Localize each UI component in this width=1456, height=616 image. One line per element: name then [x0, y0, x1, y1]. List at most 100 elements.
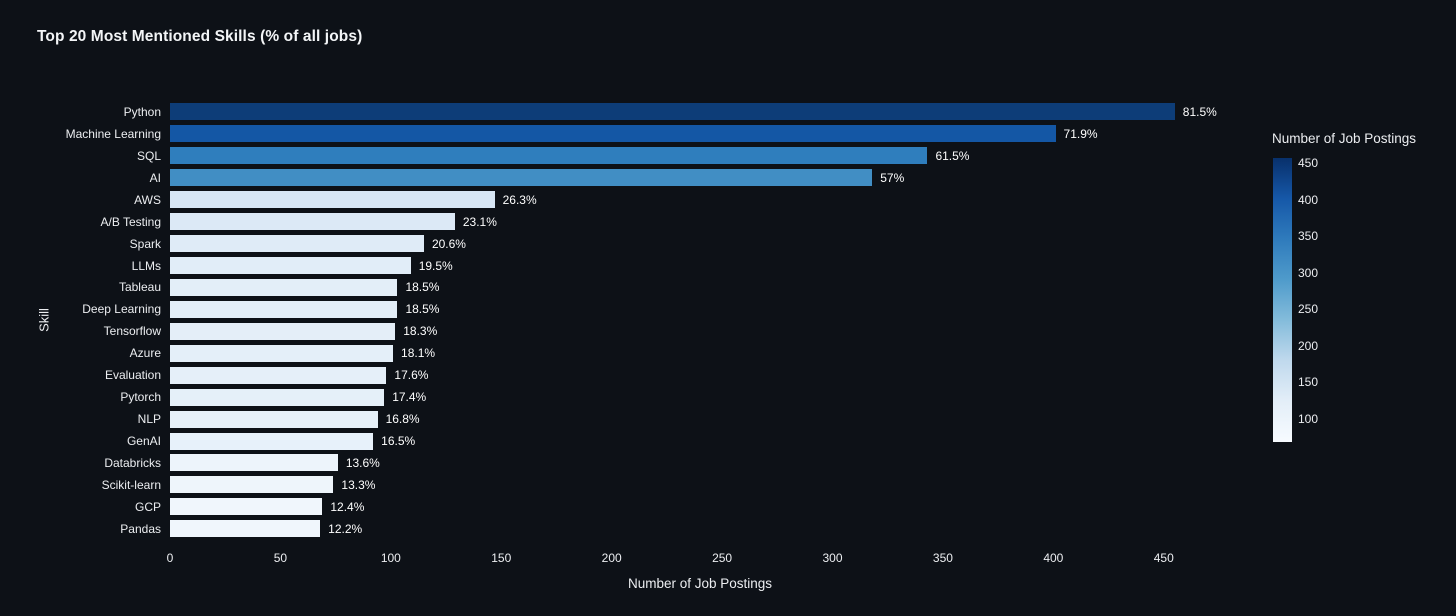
colorbar-title: Number of Job Postings: [1271, 131, 1417, 146]
bar: [170, 410, 378, 428]
value-label: 17.4%: [392, 390, 427, 405]
x-tick-label: 100: [380, 551, 401, 565]
bar-row: NLP 16.8%: [138, 408, 1230, 430]
value-label: 23.1%: [462, 214, 497, 229]
x-tick-label: 150: [491, 551, 512, 565]
category-label: Machine Learning: [65, 126, 161, 141]
bar: [170, 476, 334, 494]
category-label: SQL: [136, 148, 161, 163]
bar: [170, 344, 394, 362]
category-label: Evaluation: [104, 368, 161, 383]
value-label: 16.5%: [381, 434, 416, 449]
x-tick-label: 0: [166, 551, 174, 565]
bar-row: Databricks 13.6%: [104, 452, 1230, 474]
plot-area: Python 81.5% Machine Learning 71.9% SQL …: [66, 101, 1230, 540]
category-label: LLMs: [131, 258, 161, 273]
bar-row: Pandas 12.2%: [120, 518, 1230, 540]
category-label: Spark: [129, 236, 161, 251]
value-label: 17.6%: [394, 368, 429, 383]
x-tick-label: 450: [1153, 551, 1174, 565]
colorbar-tick-label: 350: [1298, 229, 1319, 244]
value-label: 18.5%: [405, 302, 440, 317]
value-label: 18.1%: [401, 346, 436, 361]
bar: [170, 454, 338, 472]
value-label: 18.5%: [405, 280, 440, 295]
colorbar-gradient: [1273, 158, 1292, 442]
category-label: NLP: [137, 412, 161, 427]
bar-row: GCP 12.4%: [135, 496, 1230, 518]
bar: [170, 300, 398, 318]
value-label: 20.6%: [431, 236, 466, 251]
category-label: A/B Testing: [100, 214, 161, 229]
chart-title: Top 20 Most Mentioned Skills (% of all j…: [37, 28, 363, 45]
bar: [170, 257, 411, 275]
value-label: 12.2%: [328, 521, 363, 536]
bar-row: AWS 26.3%: [134, 189, 1230, 211]
category-label: Tensorflow: [103, 324, 161, 339]
bar: [170, 520, 321, 538]
bar-row: Evaluation 17.6%: [105, 364, 1230, 386]
colorbar-tick-label: 100: [1298, 411, 1319, 426]
colorbar-tick-label: 400: [1298, 192, 1319, 207]
bar-row: SQL 61.5%: [137, 145, 1230, 167]
bar: [170, 432, 374, 450]
x-axis-ticks: 0 50 100 150 200 250 300 350 400 450: [166, 551, 1230, 567]
bar-row: Scikit-learn 13.3%: [102, 474, 1230, 496]
bar-row: Azure 18.1%: [130, 342, 1230, 364]
bar-row: GenAI 16.5%: [127, 430, 1230, 452]
bar: [170, 278, 398, 296]
category-label: AI: [149, 170, 161, 185]
bar: [170, 366, 387, 384]
bar: [170, 388, 385, 406]
bar-row: Tensorflow 18.3%: [104, 320, 1230, 342]
x-axis-title: Number of Job Postings: [627, 576, 773, 591]
x-tick-label: 50: [273, 551, 288, 565]
colorbar-ticks: 450 400 350 300 250 200 150 100: [1298, 156, 1338, 442]
x-tick-label: 400: [1043, 551, 1064, 565]
bar-row: Deep Learning 18.5%: [82, 298, 1230, 320]
value-label: 16.8%: [385, 412, 420, 427]
bar: [170, 498, 323, 516]
bar: [170, 103, 1175, 121]
category-label: Pandas: [120, 521, 161, 536]
category-label: Azure: [129, 346, 161, 361]
category-label: AWS: [134, 192, 161, 207]
bar-row: Pytorch 17.4%: [120, 386, 1230, 408]
bar-row: AI 57%: [150, 167, 1230, 189]
value-label: 12.4%: [330, 499, 365, 514]
bar: [170, 169, 873, 187]
x-tick-label: 350: [932, 551, 953, 565]
bar: [170, 322, 396, 340]
colorbar-tick-label: 300: [1298, 265, 1319, 280]
value-label: 13.6%: [345, 455, 380, 470]
bar: [170, 235, 424, 253]
bar: [170, 191, 495, 209]
colorbar-tick-label: 450: [1298, 156, 1319, 171]
category-label: Databricks: [104, 455, 161, 470]
bar-row: Spark 20.6%: [130, 233, 1230, 255]
value-label: 71.9%: [1063, 126, 1098, 141]
x-tick-label: 200: [601, 551, 622, 565]
bar-row: Tableau 18.5%: [119, 277, 1230, 299]
value-label: 57%: [880, 170, 905, 185]
category-label: Scikit-learn: [101, 477, 161, 492]
value-label: 26.3%: [502, 192, 537, 207]
colorbar-tick-label: 200: [1298, 338, 1319, 353]
category-label: Tableau: [118, 280, 161, 295]
x-tick-label: 300: [822, 551, 843, 565]
value-label: 13.3%: [341, 477, 376, 492]
category-label: Deep Learning: [82, 302, 161, 317]
bar-row: A/B Testing 23.1%: [101, 211, 1230, 233]
value-label: 19.5%: [418, 258, 453, 273]
bar-row: Python 81.5%: [124, 101, 1230, 123]
bar-row: LLMs 19.5%: [132, 255, 1230, 277]
bar: [170, 147, 928, 165]
value-label: 61.5%: [935, 148, 970, 163]
bar: [170, 125, 1056, 143]
category-label: GCP: [134, 499, 161, 514]
colorbar-tick-label: 150: [1298, 375, 1319, 390]
value-label: 18.3%: [403, 324, 438, 339]
category-label: Python: [123, 104, 161, 119]
category-label: Pytorch: [120, 390, 161, 405]
